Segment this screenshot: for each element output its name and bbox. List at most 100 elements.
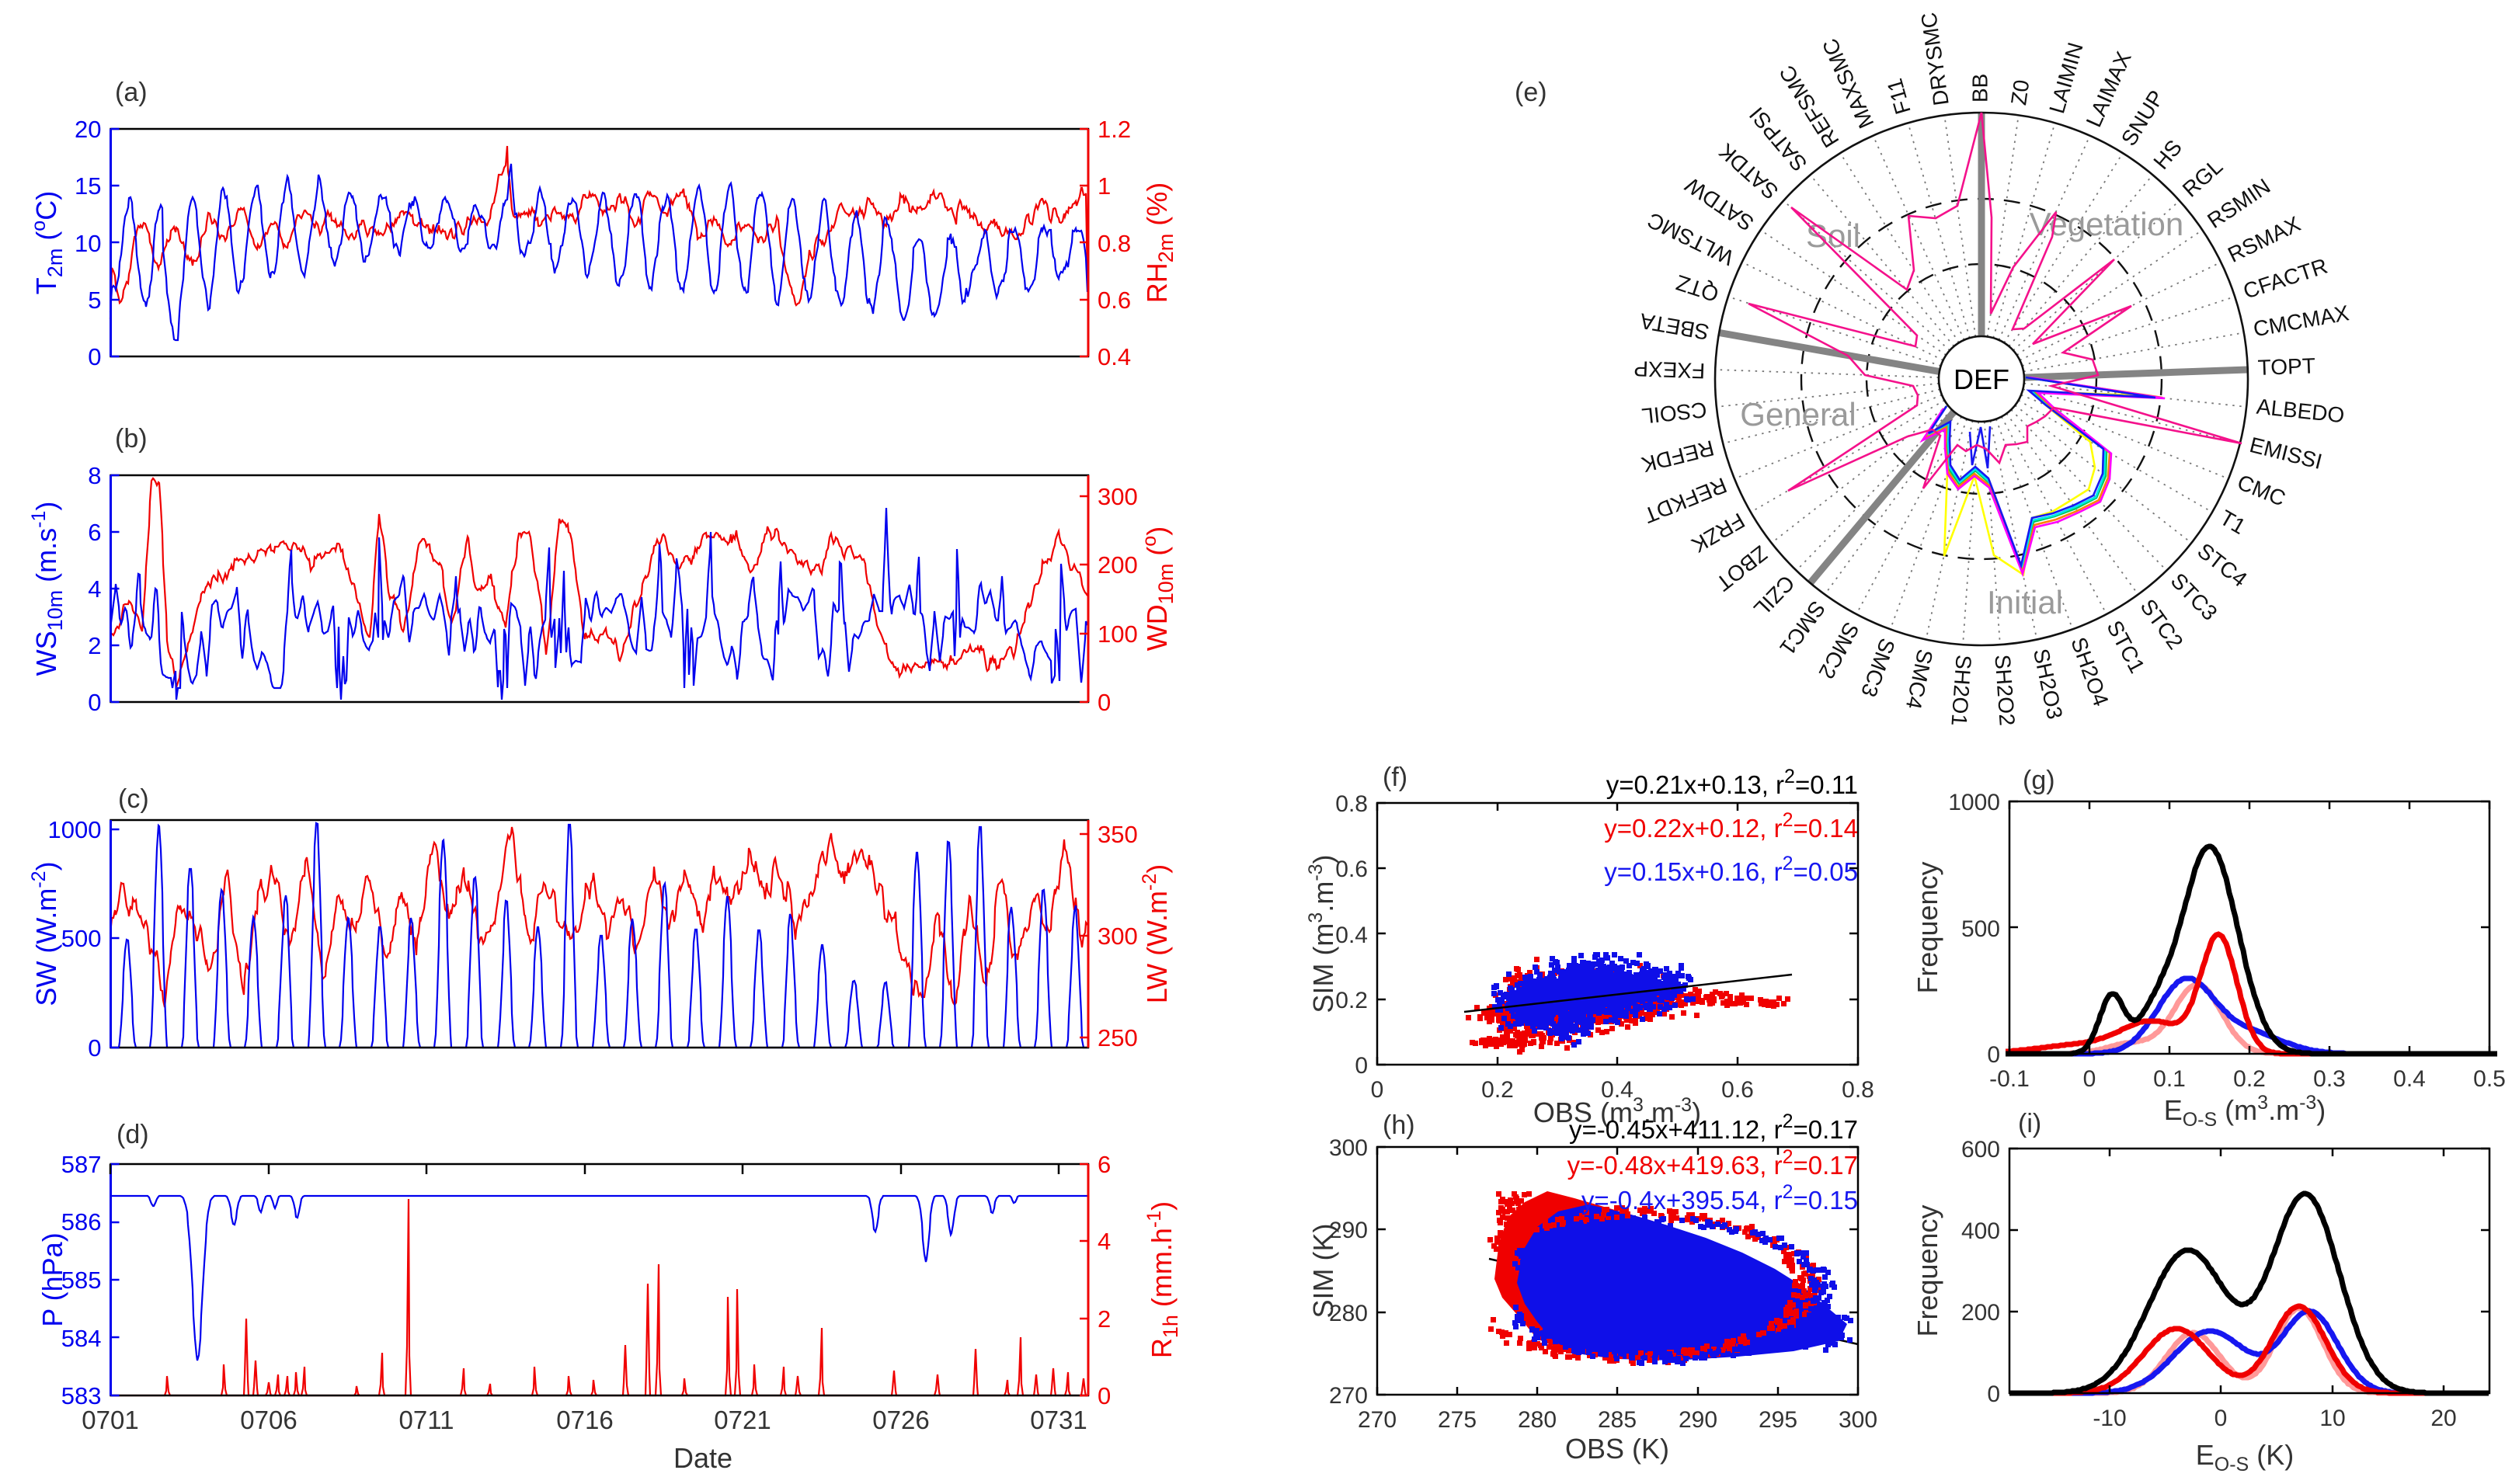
svg-text:500: 500 (61, 925, 102, 952)
svg-text:400: 400 (1961, 1218, 2000, 1244)
svg-text:(g): (g) (2023, 766, 2055, 795)
svg-text:P (hPa): P (hPa) (37, 1232, 68, 1326)
svg-text:250: 250 (1098, 1024, 1138, 1051)
svg-text:15: 15 (75, 172, 101, 200)
svg-text:0: 0 (88, 343, 101, 370)
svg-text:Z0: Z0 (2006, 78, 2034, 107)
svg-text:300: 300 (1839, 1407, 1877, 1433)
svg-text:280: 280 (1518, 1407, 1557, 1433)
svg-text:WS10m (m.s-1): WS10m (m.s-1) (28, 502, 67, 676)
svg-text:y=0.15x+0.16, r2=0.05: y=0.15x+0.16, r2=0.05 (1604, 853, 1858, 886)
svg-text:0.2: 0.2 (1481, 1077, 1514, 1103)
svg-text:6: 6 (88, 519, 101, 546)
svg-text:0: 0 (88, 689, 101, 716)
svg-text:Frequency: Frequency (1912, 861, 1943, 993)
svg-text:600: 600 (1961, 1137, 2000, 1163)
svg-text:0.2: 0.2 (2233, 1066, 2266, 1092)
svg-text:0: 0 (1098, 689, 1111, 716)
svg-text:0.4: 0.4 (1098, 343, 1131, 370)
svg-text:(e): (e) (1515, 78, 1547, 107)
svg-text:0716: 0716 (556, 1406, 613, 1434)
svg-text:0.8: 0.8 (1335, 791, 1368, 817)
svg-text:583: 583 (61, 1382, 102, 1409)
svg-text:100: 100 (1098, 620, 1138, 648)
svg-text:(i): (i) (2018, 1109, 2041, 1138)
svg-text:0: 0 (1355, 1053, 1368, 1079)
svg-text:270: 270 (1329, 1383, 1368, 1409)
svg-text:0721: 0721 (714, 1406, 771, 1434)
svg-text:Initial: Initial (1987, 584, 2063, 620)
svg-text:587: 587 (61, 1151, 102, 1178)
svg-text:500: 500 (1961, 916, 2000, 942)
svg-text:584: 584 (61, 1325, 102, 1352)
svg-text:OBS (m3.m-3): OBS (m3.m-3) (1533, 1094, 1701, 1128)
svg-text:0.8: 0.8 (1842, 1077, 1874, 1103)
svg-text:2: 2 (88, 632, 101, 659)
svg-text:(h): (h) (1383, 1110, 1415, 1140)
svg-text:0: 0 (2083, 1066, 2096, 1092)
svg-text:1: 1 (1098, 172, 1111, 200)
svg-text:0726: 0726 (872, 1406, 929, 1434)
svg-text:Date: Date (673, 1442, 732, 1474)
svg-text:0.3: 0.3 (2313, 1066, 2346, 1092)
svg-text:(a): (a) (115, 78, 148, 107)
svg-text:10: 10 (75, 230, 101, 257)
svg-text:10: 10 (2319, 1406, 2345, 1431)
svg-text:300: 300 (1329, 1135, 1368, 1161)
svg-text:0: 0 (1371, 1077, 1384, 1103)
svg-text:(d): (d) (117, 1120, 149, 1149)
svg-text:(f): (f) (1383, 763, 1407, 792)
svg-text:8: 8 (88, 462, 101, 489)
svg-text:0.4: 0.4 (1335, 923, 1368, 948)
svg-text:0: 0 (88, 1034, 101, 1062)
svg-text:(c): (c) (118, 784, 149, 814)
svg-text:4: 4 (88, 575, 101, 603)
svg-text:585: 585 (61, 1267, 102, 1294)
svg-text:RH2m (%): RH2m (%) (1141, 182, 1178, 304)
svg-text:0711: 0711 (399, 1406, 454, 1434)
svg-text:y=-0.48x+419.63, r2=0.17: y=-0.48x+419.63, r2=0.17 (1567, 1146, 1858, 1180)
svg-text:0706: 0706 (240, 1406, 297, 1434)
svg-text:0.4: 0.4 (1601, 1077, 1633, 1103)
svg-text:BB: BB (1967, 74, 1992, 103)
svg-text:y=0.21x+0.13, r2=0.11: y=0.21x+0.13, r2=0.11 (1606, 766, 1858, 799)
svg-text:1000: 1000 (1948, 790, 2000, 815)
svg-text:350: 350 (1098, 821, 1138, 848)
svg-text:DEF: DEF (1954, 363, 2009, 395)
svg-text:20: 20 (2430, 1406, 2456, 1431)
svg-text:6: 6 (1098, 1151, 1111, 1178)
svg-text:R1h (mm.h-1): R1h (mm.h-1) (1143, 1201, 1182, 1358)
svg-text:FXEXP: FXEXP (1633, 356, 1706, 383)
svg-text:20: 20 (75, 116, 101, 143)
svg-text:General: General (1740, 396, 1856, 433)
svg-text:(b): (b) (115, 424, 148, 454)
svg-text:TOPT: TOPT (2257, 353, 2315, 380)
svg-text:270: 270 (1358, 1407, 1397, 1433)
svg-text:-0.1: -0.1 (1989, 1066, 2030, 1092)
svg-text:275: 275 (1438, 1407, 1477, 1433)
svg-text:0.1: 0.1 (2153, 1066, 2186, 1092)
svg-text:SIM (K): SIM (K) (1307, 1224, 1339, 1319)
svg-text:0.2: 0.2 (1335, 988, 1368, 1013)
svg-text:1000: 1000 (48, 816, 102, 843)
svg-text:0.6: 0.6 (1098, 287, 1131, 314)
svg-text:295: 295 (1759, 1407, 1797, 1433)
svg-text:280: 280 (1329, 1301, 1368, 1326)
svg-text:Frequency: Frequency (1912, 1204, 1943, 1336)
svg-text:-10: -10 (2093, 1406, 2126, 1431)
svg-text:200: 200 (1098, 551, 1138, 579)
svg-text:0.6: 0.6 (1335, 857, 1368, 882)
svg-text:0701: 0701 (82, 1406, 138, 1434)
svg-text:285: 285 (1598, 1407, 1637, 1433)
svg-text:y=-0.45x+411.12, r2=0.17: y=-0.45x+411.12, r2=0.17 (1569, 1110, 1858, 1144)
svg-text:200: 200 (1961, 1300, 2000, 1326)
svg-text:0.6: 0.6 (1721, 1077, 1754, 1103)
svg-text:0.4: 0.4 (2393, 1066, 2426, 1092)
svg-text:y=0.22x+0.12, r2=0.14: y=0.22x+0.12, r2=0.14 (1604, 809, 1858, 843)
svg-text:290: 290 (1679, 1407, 1717, 1433)
svg-text:290: 290 (1329, 1218, 1368, 1243)
svg-text:T2m (oC): T2m (oC) (28, 191, 67, 294)
svg-text:0.8: 0.8 (1098, 230, 1131, 257)
svg-text:OBS (K): OBS (K) (1565, 1433, 1669, 1465)
svg-text:0: 0 (1987, 1042, 2000, 1068)
